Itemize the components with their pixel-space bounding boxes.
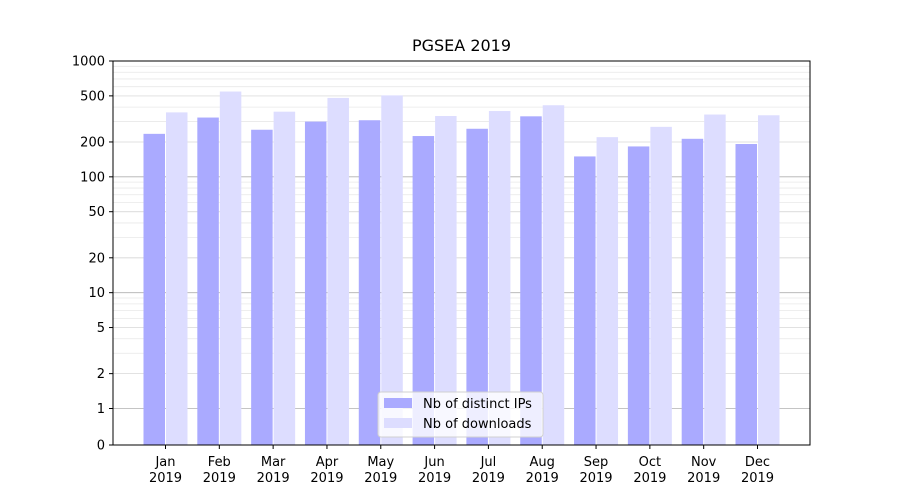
bar-distinct-ips bbox=[574, 156, 596, 445]
bar-downloads bbox=[327, 97, 349, 446]
y-tick-label: 1 bbox=[97, 402, 105, 417]
x-tick-label-year: 2019 bbox=[526, 471, 559, 486]
x-tick-label-year: 2019 bbox=[687, 471, 720, 486]
bar-downloads bbox=[542, 105, 565, 445]
bar-distinct-ips bbox=[251, 129, 273, 445]
x-tick-label-year: 2019 bbox=[579, 471, 612, 486]
x-tick-label-year: 2019 bbox=[149, 471, 182, 486]
y-tick-label: 100 bbox=[80, 170, 105, 185]
y-tick-label: 5 bbox=[97, 321, 105, 336]
x-tick-label-year: 2019 bbox=[741, 471, 774, 486]
bar-distinct-ips bbox=[466, 128, 488, 445]
y-tick-label: 0 bbox=[97, 439, 105, 454]
bar-downloads bbox=[704, 114, 726, 446]
x-tick-label-month: May bbox=[367, 455, 394, 470]
x-tick-label-year: 2019 bbox=[257, 471, 290, 486]
x-tick-label-month: Nov bbox=[691, 455, 717, 470]
x-tick-label-year: 2019 bbox=[203, 471, 236, 486]
bar-distinct-ips bbox=[358, 120, 381, 446]
bar-downloads bbox=[758, 115, 780, 445]
x-tick-label-year: 2019 bbox=[418, 471, 451, 486]
x-tick-label-month: Feb bbox=[208, 455, 231, 470]
x-tick-label-month: Mar bbox=[261, 455, 286, 470]
legend-layer: Nb of distinct IPs Nb of downloads bbox=[377, 391, 544, 438]
bar-downloads bbox=[219, 91, 242, 446]
x-tick-label-year: 2019 bbox=[364, 471, 397, 486]
y-tick-label: 500 bbox=[80, 89, 105, 104]
y-tick-label: 10 bbox=[88, 286, 105, 301]
axes-layer bbox=[109, 60, 811, 449]
x-tick-label-month: Jun bbox=[423, 455, 444, 470]
x-tick-label-year: 2019 bbox=[633, 471, 666, 486]
bar-distinct-ips bbox=[143, 133, 165, 445]
bar-distinct-ips bbox=[197, 117, 219, 446]
bar-distinct-ips bbox=[304, 121, 327, 446]
legend-box bbox=[377, 391, 544, 438]
x-tick-label-month: Sep bbox=[584, 455, 609, 470]
bar-downloads bbox=[488, 111, 511, 445]
legend-swatch bbox=[384, 398, 412, 408]
x-tick-label-month: Jul bbox=[480, 455, 497, 470]
bar-downloads bbox=[273, 111, 296, 445]
legend-label: Nb of distinct IPs bbox=[423, 397, 532, 412]
x-tick-label-year: 2019 bbox=[472, 471, 505, 486]
x-tick-label-month: Jan bbox=[154, 455, 175, 470]
bar-downloads bbox=[596, 137, 619, 445]
plot-frame bbox=[112, 60, 811, 446]
bar-downloads bbox=[166, 112, 188, 445]
x-tick-label-month: Apr bbox=[316, 455, 339, 470]
bar-downloads bbox=[435, 116, 457, 446]
bar-distinct-ips bbox=[627, 146, 650, 446]
y-tick-label: 2 bbox=[97, 367, 105, 382]
chart-title: PGSEA 2019 bbox=[412, 36, 511, 55]
y-tick-label: 20 bbox=[88, 251, 105, 266]
x-tick-label-month: Oct bbox=[639, 455, 661, 470]
bar-distinct-ips bbox=[681, 138, 704, 446]
y-tick-label: 1000 bbox=[72, 55, 105, 70]
bar-distinct-ips bbox=[520, 116, 542, 445]
bar-downloads bbox=[650, 126, 672, 445]
labels-layer: Jan2019Feb2019Mar2019Apr2019May2019Jun20… bbox=[72, 55, 774, 487]
y-tick-label: 50 bbox=[88, 205, 105, 220]
x-tick-label-month: Aug bbox=[530, 455, 555, 470]
bar-distinct-ips bbox=[735, 144, 757, 445]
bars-layer bbox=[143, 91, 780, 446]
y-tick-label: 200 bbox=[80, 135, 105, 150]
bar-distinct-ips bbox=[412, 136, 435, 445]
x-tick-label-month: Dec bbox=[745, 455, 770, 470]
x-tick-label-year: 2019 bbox=[310, 471, 343, 486]
bar-downloads bbox=[381, 95, 403, 446]
legend-swatch bbox=[384, 418, 412, 428]
legend-label: Nb of downloads bbox=[423, 417, 532, 432]
